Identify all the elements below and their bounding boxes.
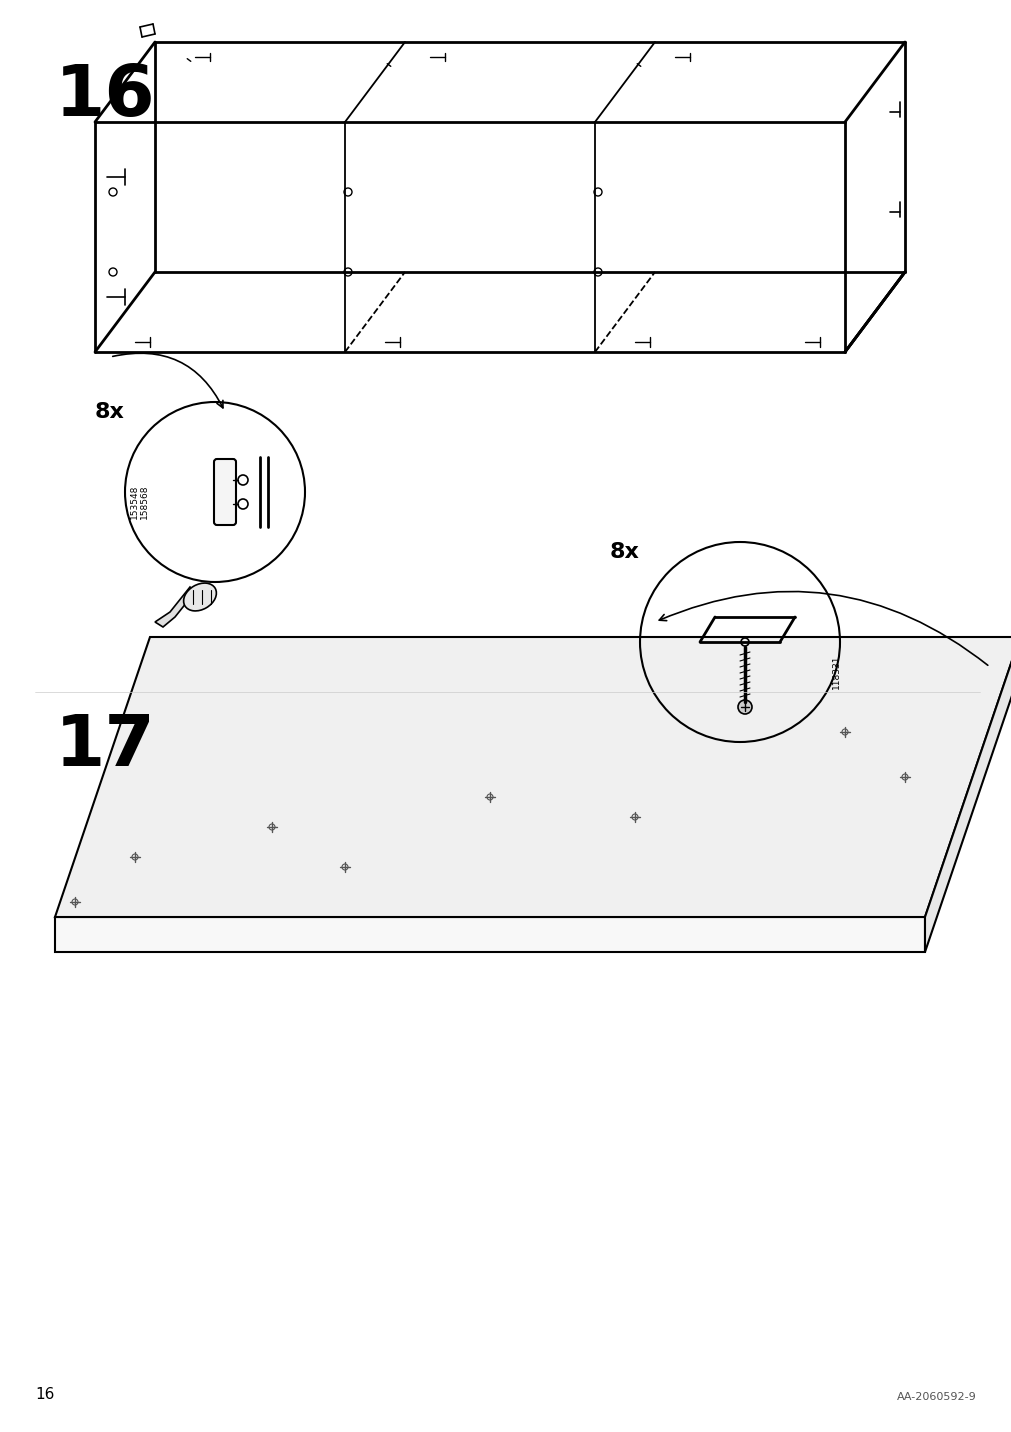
Polygon shape [155, 587, 195, 627]
Polygon shape [55, 637, 1011, 916]
Text: 8x: 8x [95, 402, 124, 422]
Circle shape [737, 700, 751, 715]
Text: 16: 16 [35, 1388, 55, 1402]
Text: AA-2060592-9: AA-2060592-9 [897, 1392, 976, 1402]
Ellipse shape [183, 583, 216, 611]
Text: 17: 17 [55, 712, 156, 780]
Polygon shape [924, 637, 1011, 952]
FancyArrowPatch shape [112, 354, 222, 408]
FancyBboxPatch shape [213, 460, 236, 526]
Text: 16: 16 [55, 62, 156, 130]
Text: 8x: 8x [610, 541, 639, 561]
Polygon shape [55, 916, 924, 952]
FancyArrowPatch shape [658, 591, 987, 666]
Text: 118331: 118331 [831, 654, 840, 689]
Text: 153548
158568: 153548 158568 [129, 485, 150, 520]
